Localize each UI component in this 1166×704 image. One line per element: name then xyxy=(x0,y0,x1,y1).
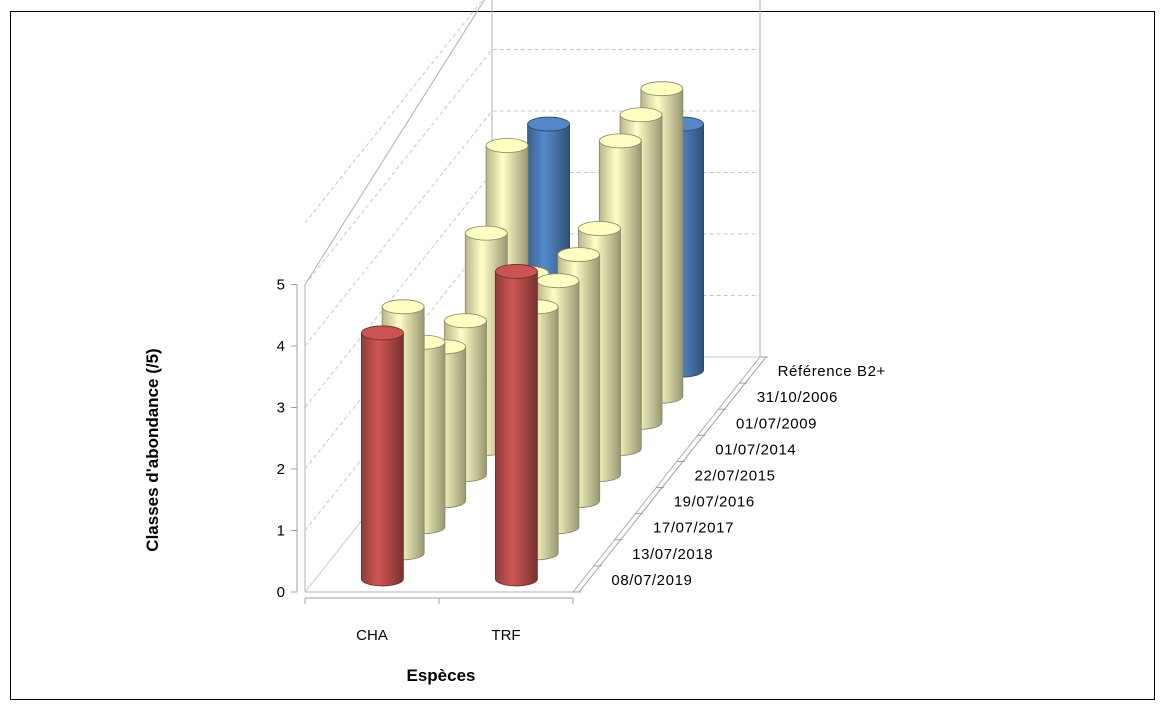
y-tick-label: 1 xyxy=(277,523,285,540)
bar-top xyxy=(444,313,487,329)
chart-labels: 0 1 2 3 4 5 CHA TRF 08/07/2019 13/07/2018 17/07/20… xyxy=(277,277,886,645)
series-label: Référence B2+ xyxy=(778,363,886,380)
series-label: 22/07/2015 xyxy=(695,468,776,485)
bar-body xyxy=(360,332,404,587)
bar-cylinder xyxy=(494,264,538,587)
bar-cylinder xyxy=(360,325,404,587)
series-label: 01/07/2009 xyxy=(736,415,817,432)
x-tick-label: TRF xyxy=(491,627,520,644)
bar-top xyxy=(578,221,621,236)
chart-bars xyxy=(360,81,705,587)
bar-top xyxy=(598,133,642,149)
x-axis-title: Espèces xyxy=(407,666,476,685)
y-tick-label: 4 xyxy=(277,338,285,355)
gridline xyxy=(304,0,484,224)
y-tick-label: 0 xyxy=(277,584,285,601)
series-label: 01/07/2014 xyxy=(715,441,796,458)
bar-top xyxy=(464,225,508,241)
gridline xyxy=(304,49,760,285)
bar-body xyxy=(494,271,538,587)
y-axis-title: Classes d'abondance (/5) xyxy=(143,348,162,551)
bar-top xyxy=(360,325,404,341)
y-tick-label: 2 xyxy=(277,461,285,478)
bar-top xyxy=(619,107,663,123)
series-label: 19/07/2016 xyxy=(674,494,755,511)
bar-top xyxy=(557,247,601,263)
x-tick-label: CHA xyxy=(356,627,388,644)
bar-top xyxy=(536,273,580,289)
bar-top xyxy=(640,81,684,97)
series-label: 31/10/2006 xyxy=(757,389,838,406)
depth-axis-line xyxy=(578,356,767,593)
series-label: 17/07/2017 xyxy=(653,520,734,537)
series-label: 13/07/2018 xyxy=(632,546,713,563)
series-label: 08/07/2019 xyxy=(611,572,692,589)
bar-top xyxy=(527,116,571,132)
bar-top xyxy=(494,264,538,279)
y-tick-label: 5 xyxy=(277,277,285,294)
bar-top xyxy=(381,299,425,315)
y-tick-label: 3 xyxy=(277,400,285,417)
bar-top xyxy=(485,138,529,153)
